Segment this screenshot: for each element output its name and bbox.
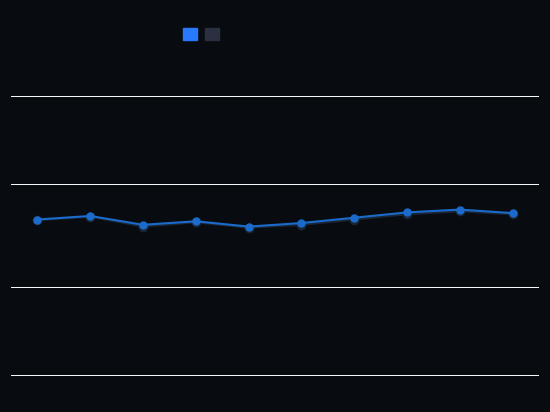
Legend: , : , [183, 28, 219, 42]
